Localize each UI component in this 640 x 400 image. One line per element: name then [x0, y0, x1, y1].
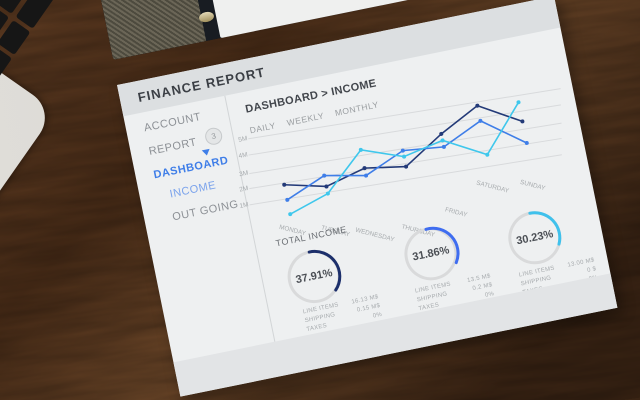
svg-text:30.23%: 30.23% — [515, 228, 554, 247]
svg-text:37.91%: 37.91% — [295, 267, 334, 286]
svg-text:31.86%: 31.86% — [411, 244, 450, 263]
